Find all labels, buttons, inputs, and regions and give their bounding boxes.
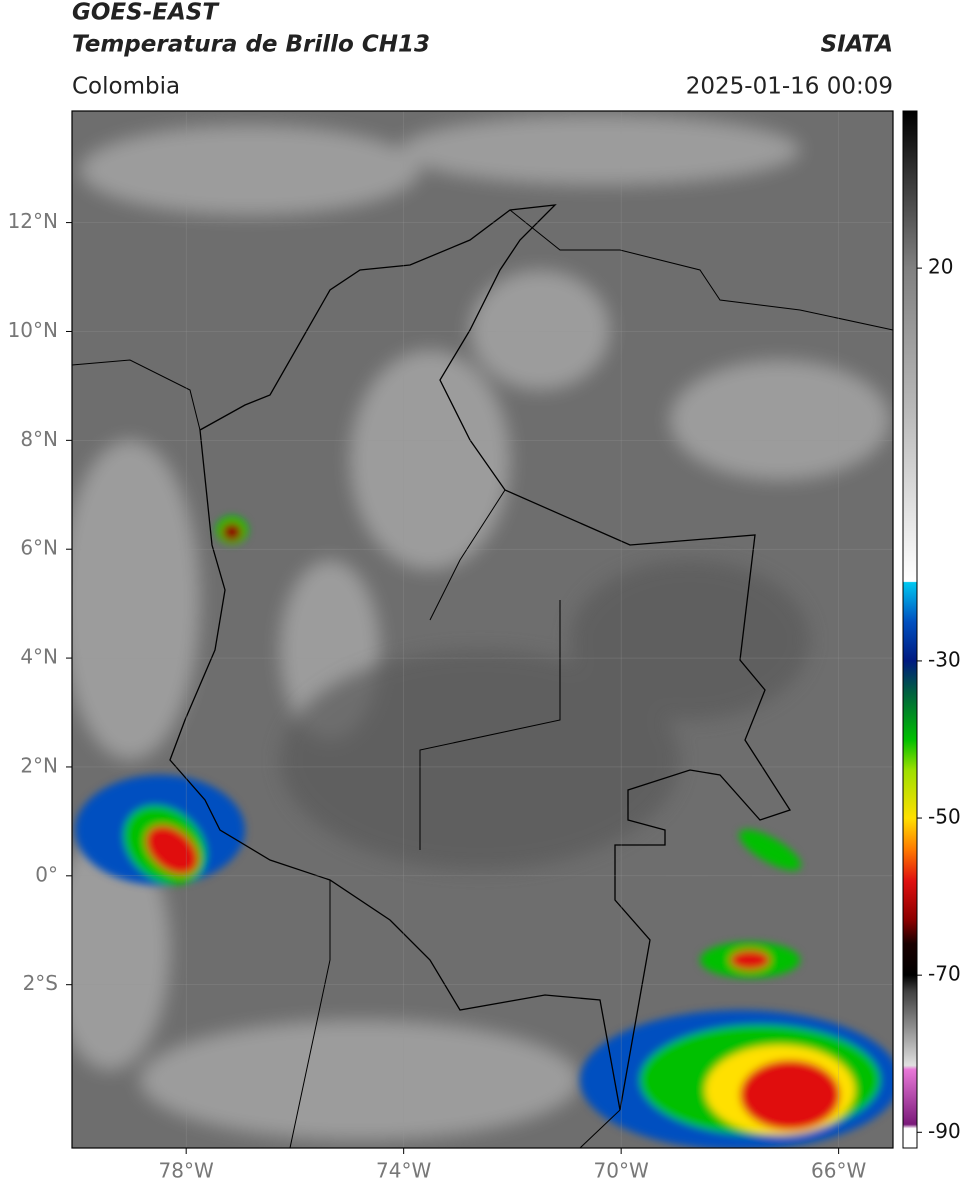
- product: Temperatura de Brillo CH13: [72, 32, 430, 58]
- satellite-image: [72, 111, 893, 1148]
- x-tick-label: 74°W: [376, 1159, 431, 1183]
- x-tick-label: 78°W: [159, 1159, 214, 1183]
- colorbar-tick-label: -90: [928, 1119, 961, 1143]
- y-tick-label: 2°S: [23, 971, 58, 995]
- y-tick-label: 2°N: [20, 753, 58, 777]
- y-tick-label: 12°N: [8, 209, 58, 233]
- y-tick-label: 4°N: [20, 645, 58, 669]
- source: SIATA: [821, 32, 893, 58]
- y-tick-label: 10°N: [8, 318, 58, 342]
- colorbar-tick-label: -50: [928, 805, 961, 829]
- satellite: GOES-EAST: [72, 0, 220, 26]
- colorbar-tick-label: -70: [928, 962, 961, 986]
- datetime: 2025-01-16 00:09: [686, 74, 893, 100]
- x-tick-label: 66°W: [811, 1159, 866, 1183]
- colorbar-tick-label: -30: [928, 647, 961, 671]
- x-tick-label: 70°W: [594, 1159, 649, 1183]
- y-tick-label: 8°N: [20, 427, 58, 451]
- y-tick-label: 6°N: [20, 536, 58, 560]
- region: Colombia: [72, 74, 180, 100]
- colorbar-tick-label: 20: [928, 255, 953, 279]
- map-frame: [71, 110, 894, 1149]
- y-tick-label: 0°: [35, 862, 58, 886]
- colorbar: [902, 110, 918, 1149]
- grid: [72, 111, 893, 1148]
